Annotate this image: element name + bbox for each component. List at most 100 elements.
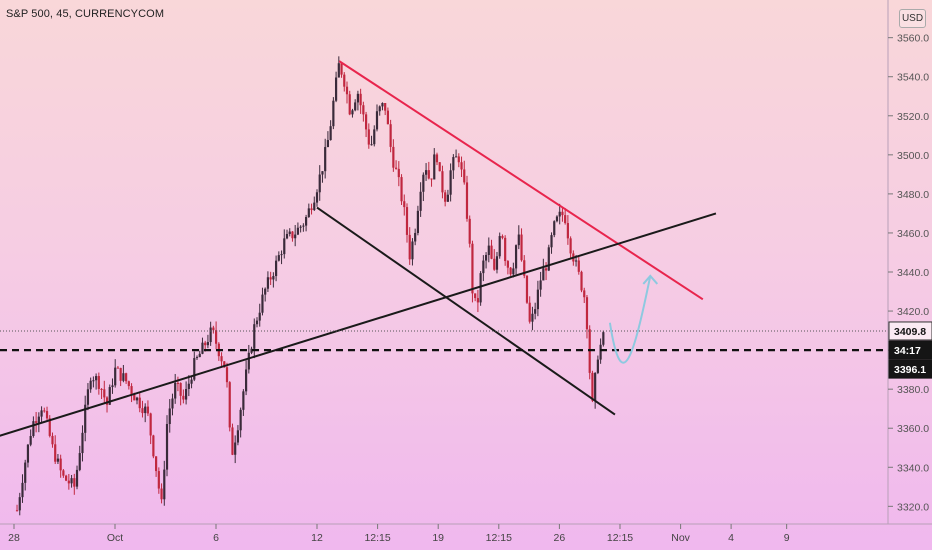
candle-body [242, 391, 245, 410]
candle-body [116, 367, 120, 369]
candle-body [266, 277, 270, 289]
candle-body [236, 430, 240, 443]
candle-body [231, 427, 234, 455]
candle-body [498, 236, 501, 257]
candle-body [155, 456, 158, 472]
candle-body [422, 174, 425, 192]
candle-body [274, 260, 278, 277]
candle-body [414, 232, 417, 242]
candle-body [356, 93, 360, 103]
candle-body [577, 260, 580, 272]
candle-body [555, 216, 559, 222]
candle-body [536, 289, 539, 310]
time-tick-label: Nov [671, 532, 690, 544]
candle-body [86, 389, 90, 405]
candle-body [149, 413, 152, 436]
candle-body [291, 231, 294, 239]
candle-body [92, 380, 95, 382]
candle-body [444, 192, 447, 202]
time-tick-label: 6 [213, 532, 219, 544]
candle-body [561, 211, 564, 216]
candle-body [198, 353, 201, 358]
candle-body [381, 103, 384, 107]
candle-body [89, 380, 92, 390]
candle-body [174, 382, 177, 399]
candle-body [310, 208, 313, 211]
candle-body [51, 435, 54, 445]
candle-body [56, 458, 60, 462]
candle-body [103, 389, 106, 398]
candle-body [446, 194, 449, 202]
candle-body [580, 271, 583, 291]
candle-body [329, 126, 332, 141]
candle-body [523, 260, 526, 276]
price-tick-label: 3460.0 [897, 228, 929, 240]
candle-body [495, 256, 499, 270]
candle-body [239, 409, 242, 431]
time-tick-label: 12:15 [364, 532, 390, 544]
candle-body [454, 156, 458, 158]
price-tick-label: 3480.0 [897, 189, 929, 201]
candle-body [176, 382, 180, 384]
candle-body [525, 275, 529, 303]
candle-body [512, 268, 515, 275]
candle-body [324, 147, 327, 172]
candle-body [209, 327, 212, 343]
candle-body [599, 344, 602, 360]
price-tick-label: 3500.0 [897, 150, 929, 162]
candle-body [179, 383, 182, 396]
candle-body [228, 382, 231, 428]
projection-arrow [608, 275, 652, 364]
price-tick-label: 3320.0 [897, 501, 929, 513]
time-tick-label: 12:15 [486, 532, 512, 544]
time-axis[interactable]: 28 Oct 6 12 12:15 19 12:15 26 12:15 Nov 4 9 [8, 524, 790, 544]
time-tick-label: Oct [107, 532, 123, 544]
candle-body [506, 261, 509, 268]
candle-body [345, 86, 349, 95]
candle-body [100, 388, 103, 390]
candle-body [476, 298, 479, 303]
candle-body [277, 255, 280, 261]
candles [15, 56, 605, 516]
currency-button[interactable]: USD [899, 9, 926, 28]
candle-body [484, 254, 488, 261]
candle-body [583, 290, 586, 298]
candle-body [504, 237, 507, 262]
candle-body [348, 94, 351, 115]
candle-body [130, 386, 133, 395]
price-tick-label: 3440.0 [897, 267, 929, 279]
candle-body [544, 268, 548, 271]
price-tick-label: 3520.0 [897, 111, 929, 123]
candle-body [108, 387, 111, 405]
price-tick-label: 3360.0 [897, 423, 929, 435]
candle-body [493, 258, 496, 270]
candle-body [392, 146, 395, 168]
candle-body [574, 260, 578, 262]
trendlines[interactable] [0, 60, 888, 437]
candle-body [354, 102, 357, 111]
candle-body [32, 421, 35, 436]
candle-body [133, 394, 136, 401]
candle-body [596, 359, 599, 373]
candle-body [452, 157, 455, 171]
candle-body [591, 372, 594, 401]
candle-body [138, 397, 141, 409]
candle-body [416, 210, 419, 233]
candle-body [569, 238, 572, 254]
candle-body [566, 223, 569, 239]
candle-body [378, 106, 381, 112]
candle-body [299, 226, 302, 228]
price-axis[interactable]: 3320.03340.03360.03380.03400.03420.03440… [888, 33, 929, 514]
resistance-trendline [338, 60, 704, 301]
candle-body [206, 342, 210, 346]
candle-body [288, 231, 291, 234]
candle-body [37, 416, 40, 423]
candle-body [321, 171, 324, 175]
candle-body [375, 111, 379, 130]
price-tag-label: 34:17 [894, 345, 921, 357]
candle-body [285, 233, 289, 239]
candle-body [185, 389, 188, 400]
candle-body [313, 202, 316, 211]
